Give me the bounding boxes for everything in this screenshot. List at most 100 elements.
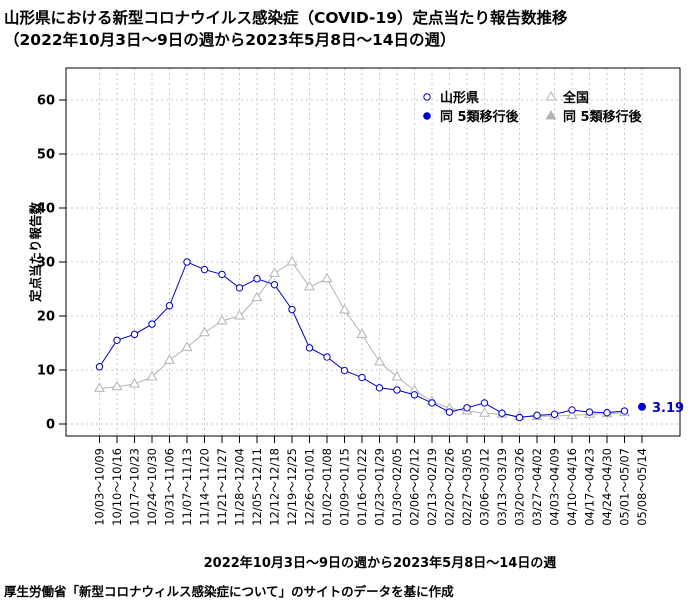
y-axis-label: 定点当たり報告数 [28, 202, 43, 304]
yamagata-point [445, 408, 454, 416]
national-point [479, 407, 490, 417]
national-point [566, 409, 578, 419]
x-tick-label: 10/24〜10/30 [145, 448, 159, 526]
yamagata-point [235, 284, 244, 292]
national-point [286, 255, 298, 266]
legend-marker-filled-circle [423, 112, 431, 120]
x-tick-label: 11/07〜11/13 [180, 448, 194, 526]
yamagata-point [603, 408, 611, 417]
x-tick-label: 01/09〜01/15 [338, 448, 352, 526]
yamagata-point [148, 320, 156, 328]
x-tick-label: 10/03〜10/09 [93, 448, 107, 526]
national-point [216, 314, 228, 325]
yamagata-point [218, 270, 226, 279]
yamagata-point [515, 413, 524, 422]
x-tick-label: 11/28〜12/04 [233, 448, 247, 526]
x-axis-title: 2022年10月3日〜9日の週から2023年5月8日〜14日の週 [203, 556, 557, 571]
x-tick-label: 05/01〜05/07 [618, 448, 632, 526]
legend-marker-open-triangle [545, 90, 557, 101]
x-tick-label: 12/12〜12/18 [268, 448, 282, 526]
plot-frame [65, 67, 681, 437]
national-point [269, 267, 280, 277]
series-layer: 3.19 [94, 255, 684, 422]
y-tick-label: 30 [37, 256, 55, 271]
x-tick-label: 03/20〜03/26 [513, 448, 527, 526]
yamagata-point [550, 410, 559, 418]
yamagata-point [323, 353, 331, 361]
y-axis: 0 10 20 30 40 50 60 [37, 94, 66, 433]
yamagata-point [253, 275, 261, 283]
x-tick-label: 12/19〜12/25 [285, 448, 299, 526]
legend-label: 同 5類移行後 [563, 109, 643, 125]
national-point [199, 326, 210, 337]
yamagata-point [200, 265, 209, 274]
legend-marker-open-circle [423, 93, 431, 101]
x-tick-label: 01/16〜01/22 [355, 448, 369, 526]
yamagata-point [393, 386, 401, 394]
x-axis: 10/03〜10/09 10/10〜10/16 10/17〜10/23 10/24〜1… [93, 436, 649, 526]
y-tick-label: 50 [37, 148, 55, 163]
x-tick-label: 02/13〜02/19 [425, 448, 439, 526]
x-tick-label: 02/20〜02/26 [443, 448, 457, 526]
yamagata-point [183, 258, 191, 266]
national-point [129, 378, 140, 388]
national-point [164, 354, 175, 364]
yamagata-point [498, 409, 506, 417]
legend-label: 山形県 [440, 90, 479, 106]
chart-title-line1: 山形県における新型コロナウイルス感染症（COVID-19）定点当たり報告数推移 [4, 9, 568, 27]
national-point [339, 304, 350, 314]
x-tick-label: 04/17〜04/23 [583, 448, 597, 526]
national-point [181, 341, 193, 351]
x-tick-label: 10/17〜10/23 [128, 448, 142, 526]
yamagata-point [620, 407, 629, 415]
x-tick-label: 02/27〜03/05 [460, 448, 474, 526]
yamagata-point [585, 408, 594, 416]
y-tick-label: 60 [37, 94, 55, 109]
legend-label: 同 5類移行後 [440, 109, 520, 125]
yamagata-post-point [638, 402, 646, 411]
x-tick-label: 04/24〜04/30 [600, 448, 614, 526]
x-tick-label: 12/26〜01/01 [303, 448, 317, 526]
y-tick-label: 0 [46, 418, 55, 433]
x-tick-label: 04/03〜04/09 [548, 448, 562, 526]
yamagata-point [463, 404, 471, 412]
x-tick-label: 03/27〜04/02 [530, 448, 544, 526]
national-point [321, 272, 333, 283]
yamagata-point [130, 330, 139, 339]
x-tick-label: 12/05〜12/11 [250, 448, 264, 526]
national-point [356, 328, 368, 338]
yamagata-point [340, 366, 349, 375]
x-tick-label: 02/06〜02/12 [408, 448, 422, 526]
national-point [111, 380, 123, 391]
chart-title-line2: （2022年10月3日〜9日の週から2023年5月8日〜14日の週） [4, 31, 456, 49]
national-point [391, 371, 403, 381]
yamagata-point [305, 344, 314, 352]
x-tick-label: 03/13〜03/19 [495, 448, 509, 526]
yamagata-point [113, 336, 121, 344]
y-tick-label: 40 [37, 202, 55, 217]
national-point [251, 291, 263, 302]
yamagata-point [288, 305, 296, 314]
yamagata-point [375, 384, 384, 392]
x-tick-label: 10/10〜10/16 [110, 448, 124, 526]
x-tick-label: 10/31〜11/06 [163, 448, 177, 526]
x-tick-label: 03/06〜03/12 [478, 448, 492, 526]
national-point [146, 371, 158, 381]
yamagata-point [480, 399, 489, 407]
national-point [374, 355, 385, 366]
x-tick-label: 01/02〜01/08 [320, 448, 334, 526]
x-tick-label: 01/30〜02/05 [390, 448, 404, 526]
yamagata-point [428, 399, 436, 407]
legend-marker-filled-triangle [545, 109, 557, 120]
x-tick-label: 11/14〜11/20 [198, 448, 212, 526]
y-tick-label: 20 [37, 310, 55, 325]
yamagata-point [533, 411, 541, 420]
yamagata-point [358, 373, 366, 382]
y-tick-label: 10 [37, 364, 55, 379]
x-tick-label: 01/23〜01/29 [373, 448, 387, 526]
national-point [304, 280, 315, 291]
x-tick-label: 05/08〜05/14 [635, 448, 649, 526]
x-tick-label: 11/21〜11/27 [215, 448, 229, 526]
national-point [234, 309, 245, 320]
